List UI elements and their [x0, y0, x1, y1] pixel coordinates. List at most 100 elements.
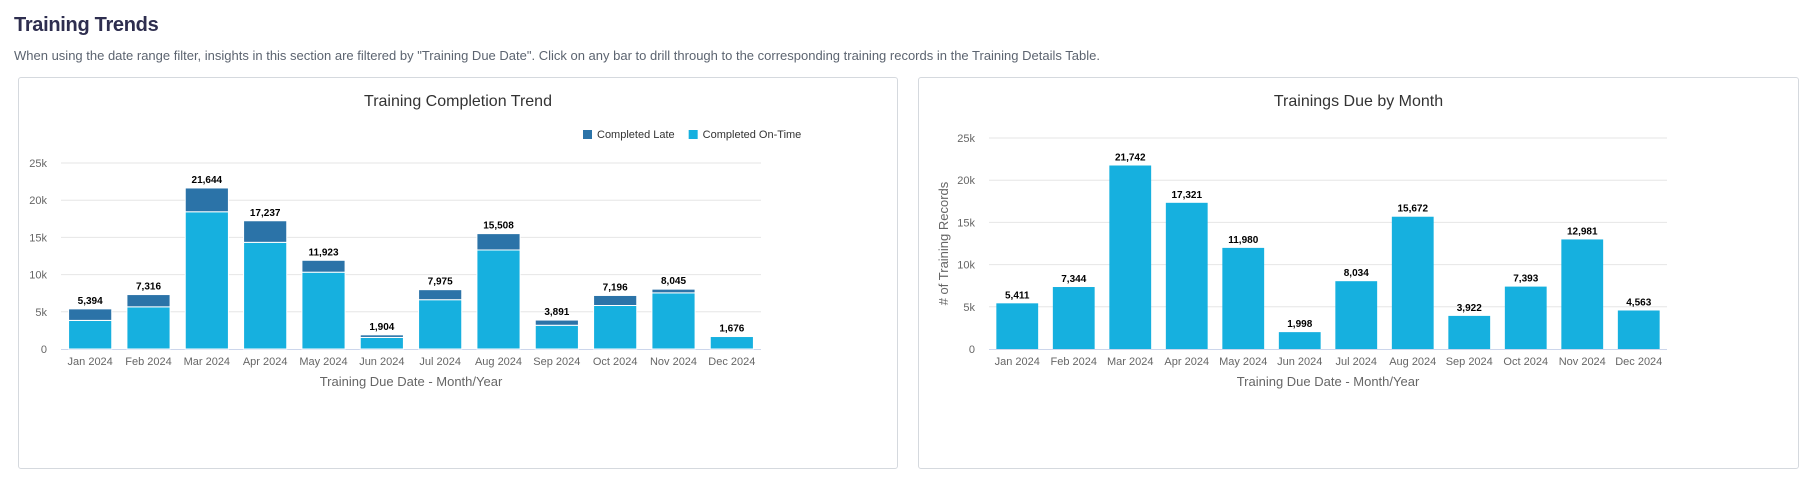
bar-completed-late[interactable]	[243, 220, 288, 243]
data-label: 7,196	[603, 282, 628, 293]
x-tick-label: Jun 2024	[359, 356, 404, 368]
legend-item-label[interactable]: Completed On-Time	[703, 129, 802, 141]
x-tick-label: Dec 2024	[1615, 356, 1662, 368]
legend-swatch	[688, 130, 698, 139]
bar-trainings-due[interactable]	[1561, 239, 1604, 349]
data-label: 11,980	[1228, 235, 1258, 246]
x-tick-label: Nov 2024	[650, 356, 697, 368]
bar-completed-on-time[interactable]	[126, 306, 171, 350]
bar-completed-on-time[interactable]	[68, 319, 113, 350]
x-tick-label: Dec 2024	[708, 356, 755, 368]
y-tick-label: 10k	[29, 270, 47, 282]
y-tick-label: 0	[41, 344, 47, 356]
data-label: 7,344	[1061, 274, 1086, 285]
x-tick-label: Apr 2024	[1164, 356, 1209, 368]
bar-completed-on-time[interactable]	[243, 241, 288, 350]
training-completion-trend-card: Training Completion Trend 0 5k 10k 15k 20k 25k…	[18, 77, 898, 469]
x-tick-label: Aug 2024	[475, 356, 522, 368]
bar-completed-on-time[interactable]	[476, 249, 521, 350]
training-completion-trend-chart: Training Completion Trend 0 5k 10k 15k 20k 25k…	[29, 93, 802, 389]
data-label: 3,922	[1457, 303, 1482, 314]
data-label: 7,393	[1513, 274, 1538, 285]
x-tick-label: Sep 2024	[533, 356, 580, 368]
bar-trainings-due[interactable]	[996, 303, 1039, 349]
y-tick-label: 20k	[29, 195, 47, 207]
bar-completed-on-time[interactable]	[709, 336, 754, 350]
data-label: 1,998	[1287, 319, 1312, 330]
bar-completed-on-time[interactable]	[534, 324, 579, 350]
x-tick-label: Jul 2024	[419, 356, 461, 368]
x-tick-label: Feb 2024	[1051, 356, 1097, 368]
data-label: 1,904	[369, 322, 394, 333]
data-label: 17,237	[250, 208, 281, 219]
data-label: 17,321	[1171, 190, 1202, 201]
x-tick-label: Jan 2024	[995, 356, 1040, 368]
data-label: 12,981	[1567, 226, 1598, 237]
section-title: Training Trends	[14, 14, 159, 36]
bar-trainings-due[interactable]	[1391, 216, 1434, 349]
y-tick-label: 10k	[957, 260, 975, 272]
x-axis-title: Training Due Date - Month/Year	[320, 374, 503, 389]
data-label: 7,316	[136, 282, 161, 293]
y-tick-label: 20k	[957, 175, 975, 187]
data-label: 15,508	[483, 221, 514, 232]
bar-completed-on-time[interactable]	[184, 211, 229, 350]
y-tick-label: 25k	[957, 133, 975, 145]
legend-item-label[interactable]: Completed Late	[597, 129, 675, 141]
y-tick-label: 15k	[29, 232, 47, 244]
bar-completed-on-time[interactable]	[593, 305, 638, 350]
x-tick-label: Aug 2024	[1389, 356, 1436, 368]
section-description: When using the date range filter, insigh…	[14, 48, 1100, 63]
x-tick-label: Mar 2024	[1107, 356, 1153, 368]
bar-completed-late[interactable]	[476, 233, 521, 251]
bar-trainings-due[interactable]	[1448, 315, 1491, 349]
bar-trainings-due[interactable]	[1109, 165, 1152, 349]
data-label: 1,676	[719, 324, 744, 335]
bar-completed-late[interactable]	[534, 319, 579, 326]
data-label: 8,045	[661, 276, 686, 287]
legend-swatch	[583, 130, 592, 139]
data-label: 15,672	[1397, 204, 1428, 215]
bar-completed-on-time[interactable]	[418, 299, 463, 350]
bar-completed-late[interactable]	[68, 308, 113, 321]
trainings-due-by-month-chart: Trainings Due by Month 0 5k 10k 15k 20k 25k 5,4…	[936, 93, 1667, 389]
x-tick-label: May 2024	[299, 356, 347, 368]
x-tick-label: Oct 2024	[1503, 356, 1548, 368]
x-tick-label: Mar 2024	[184, 356, 230, 368]
chart-title: Training Completion Trend	[364, 93, 552, 110]
bar-trainings-due[interactable]	[1335, 281, 1378, 349]
bar-completed-on-time[interactable]	[359, 336, 404, 350]
data-label: 5,411	[1005, 290, 1030, 301]
bar-completed-late[interactable]	[418, 289, 463, 301]
bar-trainings-due[interactable]	[1504, 286, 1547, 349]
bar-completed-late[interactable]	[651, 288, 696, 294]
trainings-due-by-month-card: Trainings Due by Month 0 5k 10k 15k 20k 25k 5,4…	[918, 77, 1799, 469]
data-label: 8,034	[1344, 268, 1369, 279]
y-tick-label: 15k	[957, 217, 975, 229]
bar-completed-late[interactable]	[593, 294, 638, 307]
y-axis-title: # of Training Records	[936, 181, 951, 305]
data-label: 21,742	[1115, 152, 1146, 163]
x-tick-label: Sep 2024	[1446, 356, 1493, 368]
bar-trainings-due[interactable]	[1278, 332, 1321, 349]
y-tick-label: 0	[969, 344, 975, 356]
bar-trainings-due[interactable]	[1222, 247, 1265, 349]
data-label: 3,891	[544, 307, 569, 318]
y-tick-label: 5k	[963, 302, 975, 314]
bar-completed-late[interactable]	[359, 334, 404, 338]
bar-completed-on-time[interactable]	[651, 292, 696, 350]
y-tick-label: 5k	[35, 307, 47, 319]
x-tick-label: Jul 2024	[1335, 356, 1377, 368]
bar-trainings-due[interactable]	[1165, 202, 1208, 349]
bar-completed-late[interactable]	[301, 259, 346, 273]
bar-trainings-due[interactable]	[1617, 310, 1660, 349]
x-tick-label: Oct 2024	[593, 356, 638, 368]
bar-completed-late[interactable]	[126, 294, 171, 308]
bar-completed-on-time[interactable]	[301, 271, 346, 350]
x-tick-label: Jun 2024	[1277, 356, 1322, 368]
x-axis-title: Training Due Date - Month/Year	[1237, 374, 1420, 389]
bar-completed-late[interactable]	[184, 187, 229, 213]
x-tick-label: Nov 2024	[1559, 356, 1606, 368]
x-tick-label: May 2024	[1219, 356, 1267, 368]
bar-trainings-due[interactable]	[1052, 287, 1095, 349]
